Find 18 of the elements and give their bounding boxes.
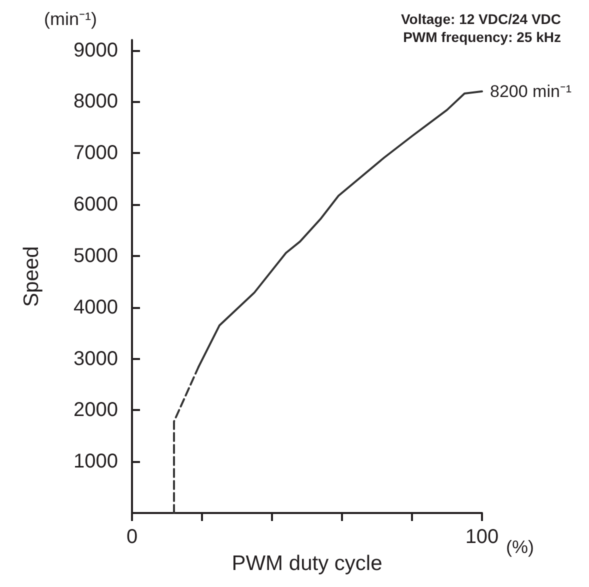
x-axis-title: PWM duty cycle bbox=[232, 552, 382, 575]
y-tick-label: 5000 bbox=[74, 244, 118, 267]
y-tick-label: 8000 bbox=[74, 90, 118, 113]
annotation: 8200 min⁻¹ bbox=[490, 82, 572, 101]
y-tick-label: 9000 bbox=[74, 39, 118, 62]
y-axis-title: Speed bbox=[20, 246, 43, 307]
text: (min⁻¹) bbox=[44, 9, 97, 29]
y-tick-label: 1000 bbox=[74, 450, 118, 473]
y-tick-label: 4000 bbox=[74, 296, 118, 318]
y-tick-label: 6000 bbox=[74, 194, 118, 216]
text: Voltage: 12 VDC/24 VDC bbox=[400, 11, 562, 27]
text: (%) bbox=[506, 537, 534, 557]
y-tick-label: 7000 bbox=[74, 142, 118, 164]
x-tick-label: 100 bbox=[465, 526, 499, 548]
y-tick-label: 2000 bbox=[74, 399, 118, 422]
y-tick-label: 3000 bbox=[74, 348, 118, 370]
x-tick-label: 0 bbox=[126, 526, 138, 548]
annotation: PWM frequency: 25 kHz bbox=[403, 29, 562, 45]
